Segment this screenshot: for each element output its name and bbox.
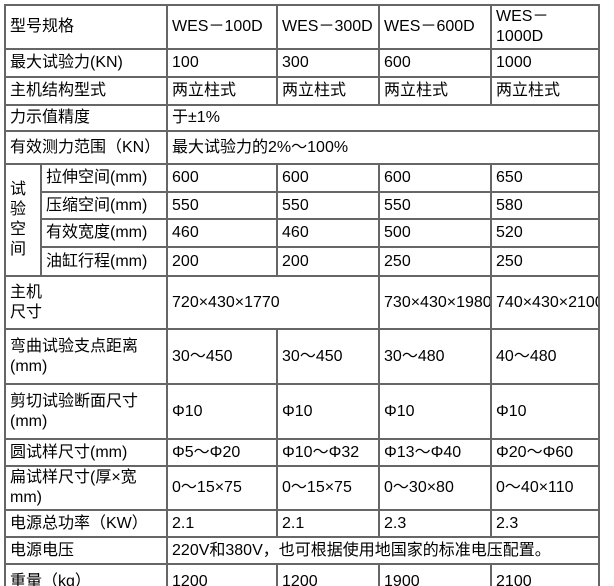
row-force-range: 有效测力范围（KN） 最大试验力的2%～100% bbox=[3, 130, 601, 165]
cell-flat-0: 0～15×75 bbox=[166, 465, 279, 511]
row-label-machine-size: 主机 尺寸 bbox=[3, 275, 169, 330]
model-wes-1000d: WES－1000D bbox=[490, 4, 601, 50]
cell-stroke-1: 200 bbox=[276, 246, 381, 277]
cell-machine-size-1000: 740×430×2100 bbox=[490, 275, 601, 330]
cell-structure-3: 两立柱式 bbox=[490, 76, 601, 106]
cell-structure-2: 两立柱式 bbox=[378, 76, 493, 106]
cell-bend-span-0: 30～450 bbox=[166, 328, 279, 385]
cell-bend-span-1: 30～450 bbox=[276, 328, 381, 385]
group-label-test-space: 试 验 空 间 bbox=[4, 163, 42, 277]
cell-stroke-0: 200 bbox=[166, 246, 279, 277]
cell-flat-1: 0～15×75 bbox=[276, 465, 381, 511]
cell-shear-1: Φ10 bbox=[276, 383, 381, 440]
row-label-tension-space: 拉伸空间(mm) bbox=[39, 163, 169, 193]
row-cylinder-stroke: 油缸行程(mm) 200 200 250 250 bbox=[5, 246, 601, 277]
cell-width-3: 520 bbox=[490, 218, 601, 248]
header-row: 型号规格 WES－100D WES－300D WES－600D WES－1000… bbox=[3, 4, 601, 50]
row-label-effective-width: 有效宽度(mm) bbox=[39, 218, 169, 248]
cell-weight-0: 1200 bbox=[166, 563, 279, 586]
row-bend-span: 弯曲试验支点距离 (mm) 30～450 30～450 30～480 40～48… bbox=[3, 328, 601, 385]
cell-max-force-1: 300 bbox=[276, 48, 381, 78]
row-label-cylinder-stroke: 油缸行程(mm) bbox=[39, 246, 169, 277]
cell-shear-0: Φ10 bbox=[166, 383, 279, 440]
cell-width-1: 460 bbox=[276, 218, 381, 248]
row-structure: 主机结构型式 两立柱式 两立柱式 两立柱式 两立柱式 bbox=[3, 76, 601, 106]
row-voltage: 电源电压 220V和380V，也可根据使用地国家的标准电压配置。 bbox=[3, 536, 601, 565]
row-power: 电源总功率（KW） 2.1 2.1 2.3 2.3 bbox=[3, 509, 601, 538]
row-accuracy: 力示值精度 于±1% bbox=[3, 104, 601, 132]
row-label-voltage: 电源电压 bbox=[3, 536, 169, 565]
model-wes-100d: WES－100D bbox=[166, 4, 279, 50]
cell-power-1: 2.1 bbox=[276, 509, 381, 538]
header-label: 型号规格 bbox=[3, 4, 169, 50]
cell-bend-span-2: 30～480 bbox=[378, 328, 493, 385]
cell-compression-0: 550 bbox=[166, 191, 279, 220]
cell-machine-size-100-300: 720×430×1770 bbox=[166, 275, 381, 330]
cell-force-range: 最大试验力的2%～100% bbox=[166, 130, 601, 165]
cell-bend-span-3: 40～480 bbox=[490, 328, 601, 385]
cell-compression-3: 580 bbox=[490, 191, 601, 220]
row-label-force-range: 有效测力范围（KN） bbox=[3, 130, 169, 165]
row-label-power: 电源总功率（KW） bbox=[3, 509, 169, 538]
row-weight: 重量（kg） 1200 1200 1900 2100 bbox=[3, 563, 601, 586]
cell-max-force-2: 600 bbox=[378, 48, 493, 78]
cell-shear-2: Φ10 bbox=[378, 383, 493, 440]
row-label-accuracy: 力示值精度 bbox=[3, 104, 169, 132]
cell-compression-1: 550 bbox=[276, 191, 381, 220]
cell-tension-3: 650 bbox=[490, 163, 601, 193]
cell-power-2: 2.3 bbox=[378, 509, 493, 538]
row-round-specimen: 圆试样尺寸(mm) Φ5～Φ20 Φ10～Φ32 Φ13～Φ40 Φ20～Φ60 bbox=[3, 438, 601, 467]
cell-shear-3: Φ10 bbox=[490, 383, 601, 440]
cell-power-0: 2.1 bbox=[166, 509, 279, 538]
cell-weight-1: 1200 bbox=[276, 563, 381, 586]
cell-power-3: 2.3 bbox=[490, 509, 601, 538]
cell-round-0: Φ5～Φ20 bbox=[166, 438, 279, 467]
cell-voltage: 220V和380V，也可根据使用地国家的标准电压配置。 bbox=[166, 536, 601, 565]
cell-tension-2: 600 bbox=[378, 163, 493, 193]
spec-table: 型号规格 WES－100D WES－300D WES－600D WES－1000… bbox=[3, 4, 601, 586]
model-wes-600d: WES－600D bbox=[378, 4, 493, 50]
cell-round-3: Φ20～Φ60 bbox=[490, 438, 601, 467]
row-label-shear-section: 剪切试验断面尺寸 (mm) bbox=[3, 383, 169, 440]
row-machine-size: 主机 尺寸 720×430×1770 730×430×1980 740×430×… bbox=[3, 275, 601, 330]
cell-accuracy: 于±1% bbox=[166, 104, 601, 132]
cell-stroke-2: 250 bbox=[378, 246, 493, 277]
row-label-compression-space: 压缩空间(mm) bbox=[39, 191, 169, 220]
row-compression-space: 压缩空间(mm) 550 550 550 580 bbox=[5, 191, 601, 220]
row-label-weight: 重量（kg） bbox=[3, 563, 169, 586]
row-label-max-force: 最大试验力(KN) bbox=[3, 48, 169, 78]
cell-width-2: 500 bbox=[378, 218, 493, 248]
model-wes-300d: WES－300D bbox=[276, 4, 381, 50]
cell-max-force-3: 1000 bbox=[490, 48, 601, 78]
cell-weight-3: 2100 bbox=[490, 563, 601, 586]
cell-tension-0: 600 bbox=[166, 163, 279, 193]
cell-flat-2: 0～30×80 bbox=[378, 465, 493, 511]
row-label-round-specimen: 圆试样尺寸(mm) bbox=[3, 438, 169, 467]
cell-tension-1: 600 bbox=[276, 163, 381, 193]
cell-compression-2: 550 bbox=[378, 191, 493, 220]
cell-structure-1: 两立柱式 bbox=[276, 76, 381, 106]
cell-stroke-3: 250 bbox=[490, 246, 601, 277]
row-effective-width: 有效宽度(mm) 460 460 500 520 bbox=[5, 218, 601, 248]
cell-round-2: Φ13～Φ40 bbox=[378, 438, 493, 467]
row-label-bend-span: 弯曲试验支点距离 (mm) bbox=[3, 328, 169, 385]
cell-width-0: 460 bbox=[166, 218, 279, 248]
cell-machine-size-600: 730×430×1980 bbox=[378, 275, 493, 330]
row-shear-section: 剪切试验断面尺寸 (mm) Φ10 Φ10 Φ10 Φ10 bbox=[3, 383, 601, 440]
row-label-structure: 主机结构型式 bbox=[3, 76, 169, 106]
row-label-flat-specimen: 扁试样尺寸(厚×宽 mm) bbox=[3, 465, 169, 511]
cell-weight-2: 1900 bbox=[378, 563, 493, 586]
cell-round-1: Φ10～Φ32 bbox=[276, 438, 381, 467]
cell-flat-3: 0～40×110 bbox=[490, 465, 601, 511]
row-tension-space: 试 验 空 间 拉伸空间(mm) 600 600 600 650 bbox=[4, 163, 601, 277]
row-flat-specimen: 扁试样尺寸(厚×宽 mm) 0～15×75 0～15×75 0～30×80 0～… bbox=[3, 465, 601, 511]
cell-structure-0: 两立柱式 bbox=[166, 76, 279, 106]
row-max-force: 最大试验力(KN) 100 300 600 1000 bbox=[3, 48, 601, 78]
cell-max-force-0: 100 bbox=[166, 48, 279, 78]
